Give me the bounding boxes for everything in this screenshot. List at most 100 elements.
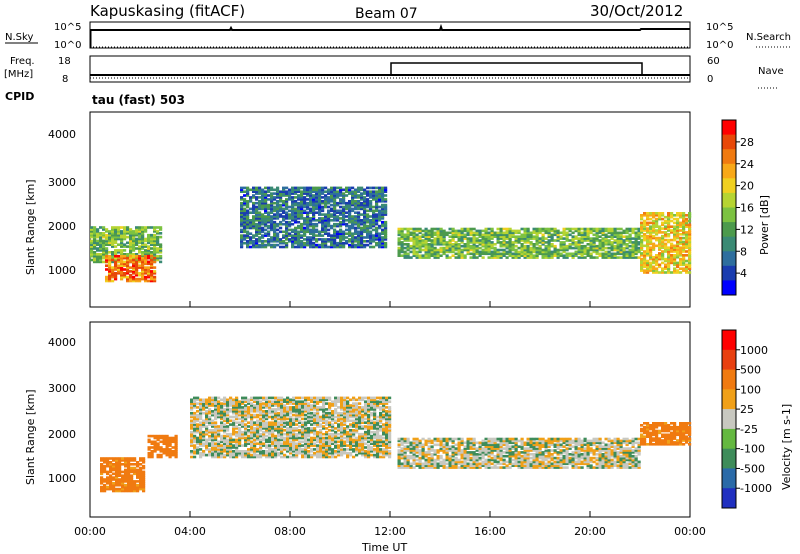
power-cell xyxy=(288,234,292,237)
power-cell xyxy=(105,260,109,264)
velocity-cell xyxy=(235,444,239,447)
velocity-cell xyxy=(121,457,125,460)
velocity-cell xyxy=(265,427,269,430)
power-cell xyxy=(309,201,313,205)
power-cell xyxy=(640,223,644,227)
power-cell xyxy=(586,243,590,246)
power-cell xyxy=(664,250,668,253)
power-cell xyxy=(138,237,142,241)
power-cell xyxy=(144,253,148,256)
velocity-cell xyxy=(328,446,332,449)
velocity-cell xyxy=(136,470,140,474)
power-cell xyxy=(120,249,124,252)
power-cell xyxy=(141,239,145,243)
power-cell xyxy=(535,237,539,240)
power-cell xyxy=(120,273,124,277)
power-cell xyxy=(372,222,376,226)
power-cell xyxy=(132,260,136,264)
power-cell xyxy=(667,212,671,215)
power-cell xyxy=(574,250,578,254)
power-cell xyxy=(279,215,283,218)
power-cell xyxy=(348,188,352,192)
velocity-cell xyxy=(283,417,287,421)
velocity-cell xyxy=(256,415,260,419)
velocity-cell xyxy=(277,434,281,438)
power-cell xyxy=(547,231,551,235)
power-cell xyxy=(640,240,644,244)
power-cell xyxy=(294,211,298,214)
power-cell xyxy=(439,229,443,233)
power-cell xyxy=(153,279,157,283)
power-cell xyxy=(345,222,349,226)
power-cell xyxy=(484,248,488,252)
power-cell xyxy=(598,244,602,248)
velocity-cell xyxy=(295,413,299,417)
velocity-cell xyxy=(133,487,137,491)
power-cell xyxy=(324,194,328,197)
power-cell xyxy=(294,200,298,203)
power-cell xyxy=(306,241,310,245)
power-cell xyxy=(502,252,506,256)
power-cell xyxy=(412,244,416,248)
power-cell xyxy=(568,233,572,237)
power-cell xyxy=(318,211,322,214)
velocity-cell xyxy=(343,436,347,440)
velocity-cell xyxy=(217,444,221,447)
power-cell xyxy=(147,235,151,239)
power-cell xyxy=(243,220,247,224)
velocity-cell xyxy=(253,400,257,403)
power-cell xyxy=(273,201,277,205)
velocity-cell xyxy=(153,442,157,445)
power-cell xyxy=(658,240,662,244)
power-cell xyxy=(454,244,458,248)
velocity-cell xyxy=(232,453,236,457)
power-cell xyxy=(276,215,280,218)
power-cell xyxy=(153,226,157,229)
power-cell xyxy=(336,224,340,228)
power-cell xyxy=(667,233,671,236)
velocity-cell xyxy=(208,442,212,445)
power-cell xyxy=(327,232,331,235)
power-cell xyxy=(511,241,515,244)
velocity-cell xyxy=(190,413,194,417)
power-cell xyxy=(360,201,364,205)
velocity-cell xyxy=(193,419,197,423)
velocity-cell xyxy=(253,423,257,426)
power-cell xyxy=(508,254,512,257)
power-cell xyxy=(342,215,346,218)
velocity-cell xyxy=(274,442,278,445)
power-cell xyxy=(357,234,361,237)
power-cell xyxy=(309,196,313,199)
power-cell xyxy=(309,200,313,203)
velocity-cell xyxy=(232,421,236,424)
power-cell xyxy=(649,212,653,215)
power-cell xyxy=(108,239,112,243)
power-cell xyxy=(246,201,250,205)
power-cell xyxy=(475,231,479,235)
power-cell xyxy=(403,235,407,238)
power-cell xyxy=(369,192,373,195)
velocity-cell xyxy=(162,434,166,438)
power-cell xyxy=(120,264,124,267)
velocity-cell xyxy=(238,411,242,415)
velocity-cell xyxy=(235,400,239,403)
velocity-cell xyxy=(199,402,203,405)
power-cell xyxy=(90,243,94,246)
power-cell xyxy=(661,217,665,221)
power-cell xyxy=(655,271,659,274)
power-cell xyxy=(562,229,566,233)
power-cell xyxy=(327,245,331,249)
power-cell xyxy=(634,256,638,259)
velocity-cell xyxy=(211,448,215,451)
power-cell xyxy=(321,196,325,199)
velocity-cell xyxy=(199,398,203,402)
power-cell xyxy=(246,236,250,239)
power-cell xyxy=(318,238,322,241)
power-cell xyxy=(667,255,671,259)
velocity-cell xyxy=(118,474,122,477)
colorbar-tick-label: 24 xyxy=(740,158,754,171)
power-cell xyxy=(249,245,253,249)
power-cell xyxy=(264,228,268,232)
power-cell xyxy=(123,235,127,239)
power-cell xyxy=(300,234,304,237)
